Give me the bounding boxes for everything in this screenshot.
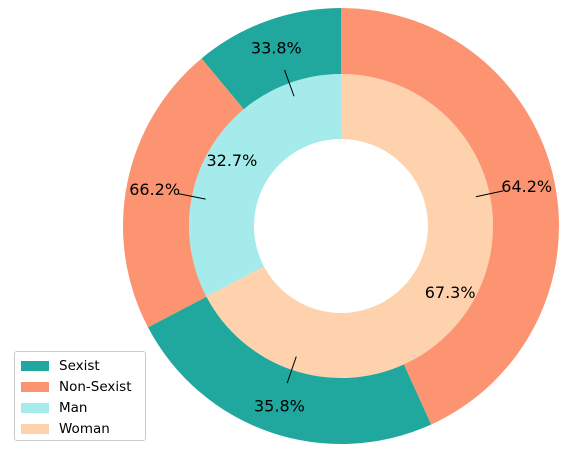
- outer-label-man-sexist: 33.8%: [251, 38, 302, 57]
- chart-legend: Sexist Non-Sexist Man Woman: [14, 351, 146, 441]
- outer-label-man-non-sexist: 66.2%: [129, 180, 180, 199]
- outer-label-woman-sexist: 35.8%: [254, 397, 305, 416]
- legend-swatch-woman: [21, 423, 49, 434]
- outer-leader-man-non-sexist: [178, 193, 206, 200]
- legend-item-non-sexist: Non-Sexist: [21, 376, 139, 397]
- legend-label-woman: Woman: [59, 420, 110, 437]
- outer-slice-man-non-sexist: [122, 58, 244, 328]
- legend-item-sexist: Sexist: [21, 355, 139, 376]
- legend-label-man: Man: [59, 399, 88, 416]
- inner-label-man: 32.7%: [206, 151, 257, 170]
- outer-leader-woman-sexist: [286, 356, 297, 384]
- inner-slice-man: [188, 74, 341, 297]
- legend-item-woman: Woman: [21, 418, 139, 439]
- outer-slice-woman-non-sexist: [341, 8, 559, 425]
- outer-leader-woman-non-sexist: [475, 190, 504, 198]
- legend-swatch-man: [21, 402, 49, 413]
- outer-label-woman-non-sexist: 64.2%: [501, 177, 552, 196]
- outer-slice-woman-sexist: [148, 296, 432, 444]
- inner-slice-woman: [206, 74, 494, 378]
- legend-swatch-non-sexist: [21, 381, 49, 392]
- legend-label-non-sexist: Non-Sexist: [59, 378, 132, 395]
- legend-swatch-sexist: [21, 360, 49, 371]
- inner-label-woman: 67.3%: [425, 283, 476, 302]
- legend-label-sexist: Sexist: [59, 357, 100, 374]
- outer-slice-man-sexist: [201, 8, 341, 110]
- legend-item-man: Man: [21, 397, 139, 418]
- outer-leader-man-sexist: [284, 69, 295, 97]
